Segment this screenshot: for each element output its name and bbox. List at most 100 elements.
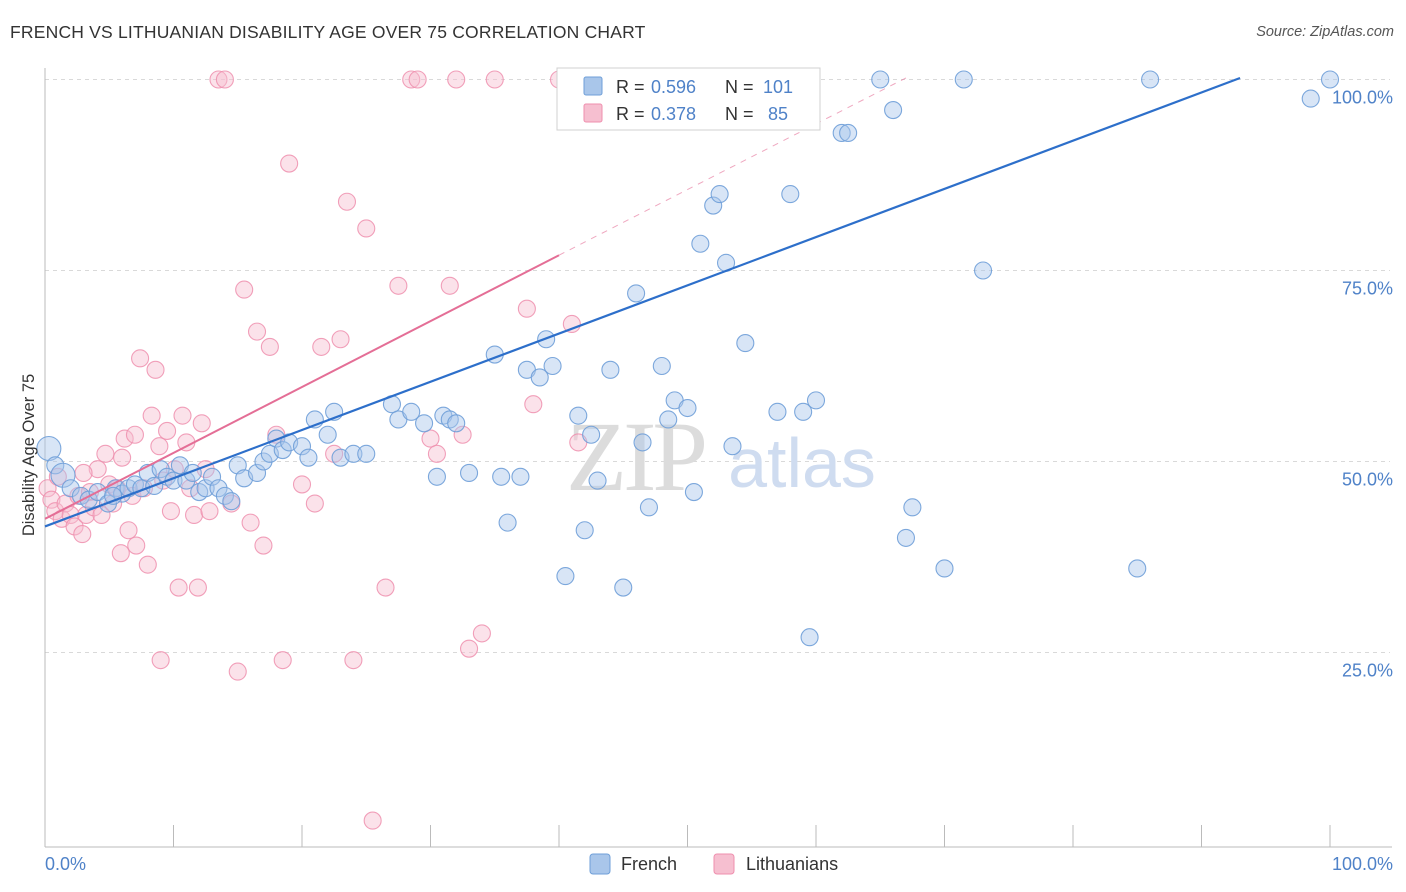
lithuanian-point — [151, 651, 170, 670]
french-points — [36, 70, 1340, 647]
lithuanian-point — [215, 70, 234, 89]
lithuanian-points — [38, 70, 588, 830]
lithuanian-point — [421, 429, 440, 448]
french-point — [781, 185, 800, 204]
french-point — [652, 356, 671, 376]
french-point — [806, 391, 826, 410]
french-point — [704, 196, 723, 215]
legend-swatch-lithuanian — [583, 103, 603, 123]
trend-lines — [44, 76, 1241, 528]
lithuanian-point — [38, 479, 57, 498]
french-point — [1320, 70, 1340, 89]
french-point — [203, 467, 222, 486]
french-point — [768, 402, 787, 421]
french-point — [723, 437, 742, 456]
lithuanian-point — [517, 299, 536, 318]
lithuanian-point — [260, 337, 279, 356]
lithuanian-point — [485, 70, 504, 89]
french-point — [498, 513, 517, 532]
legend-swatch-french — [583, 76, 603, 96]
lithuanian-point — [185, 505, 204, 525]
legend-bottom-label-french: French — [621, 854, 677, 874]
french-point — [736, 334, 755, 353]
lithuanian-point — [115, 429, 134, 448]
french-point — [492, 467, 511, 486]
french-point — [61, 479, 80, 498]
y-tick-label-1: 50.0% — [1342, 470, 1393, 490]
french-point — [639, 498, 659, 517]
lithuanian-point — [192, 414, 211, 433]
legend-bottom: French Lithuanians — [589, 853, 838, 875]
legend-n-label-lithuanian: N = — [725, 104, 754, 124]
french-point — [273, 440, 292, 460]
french-point — [447, 414, 466, 433]
watermark-atlas: atlas — [728, 424, 876, 502]
french-point — [1128, 559, 1147, 578]
lithuanian-point — [169, 578, 188, 597]
legend-r-label-lithuanian: R = — [616, 104, 645, 124]
legend-r-value-french: 0.596 — [651, 77, 696, 97]
lithuanian-point — [92, 505, 111, 525]
lithuanian-point — [459, 639, 479, 658]
french-point — [832, 123, 851, 143]
lithuanian-point — [228, 662, 247, 681]
lithuanian-point — [173, 406, 192, 425]
french-point — [177, 471, 196, 490]
french-point — [50, 462, 76, 488]
lithuanian-point — [113, 448, 132, 467]
french-point — [627, 284, 646, 303]
french-point — [678, 398, 697, 418]
lithuanian-point — [119, 521, 138, 540]
y-axis-label: Disability Age Over 75 — [20, 374, 38, 536]
french-point — [556, 567, 575, 586]
lithuanian-point — [363, 811, 382, 830]
y-tick-label-0: 25.0% — [1342, 661, 1393, 681]
french-point — [633, 433, 652, 452]
legend-r-value-lithuanian: 0.378 — [651, 104, 696, 124]
chart-title: FRENCH VS LITHUANIAN DISABILITY AGE OVER… — [10, 22, 646, 42]
french-point — [588, 471, 607, 490]
y-tick-label-2: 75.0% — [1342, 279, 1393, 299]
legend-bottom-swatch-lithuanian — [713, 853, 735, 875]
lithuanian-point — [131, 349, 150, 368]
french-point — [209, 479, 228, 498]
lithuanian-point — [376, 578, 395, 597]
y-tick-label-3: 100.0% — [1332, 88, 1393, 108]
lithuanian-point — [146, 360, 165, 379]
french-point — [459, 463, 479, 483]
french-point — [614, 578, 633, 597]
lithuanian-point — [188, 578, 207, 597]
french-point — [691, 234, 710, 253]
lithuanian-point — [127, 536, 146, 555]
lithuanian-point — [472, 624, 491, 643]
lithuanian-point — [331, 330, 350, 349]
lithuanian-point — [74, 463, 93, 483]
lithuanian-point — [305, 494, 324, 513]
legend-n-label-french: N = — [725, 77, 754, 97]
french-point — [839, 123, 858, 143]
lithuanian-point — [142, 406, 161, 425]
lithuanian-point — [48, 467, 67, 486]
legend-bottom-swatch-french — [589, 853, 611, 875]
french-point — [318, 425, 337, 444]
lithuanian-point — [524, 395, 543, 414]
french-point — [427, 467, 446, 486]
lithuanian-point — [402, 70, 421, 89]
french-point — [582, 425, 601, 444]
lithuanian-point — [447, 70, 466, 89]
french-point — [575, 521, 594, 540]
lithuanian-point — [96, 444, 115, 463]
lithuanian-point — [42, 490, 61, 509]
french-point — [299, 448, 318, 467]
lithuanian-point — [389, 276, 408, 295]
lithuanian-trend-extension — [558, 77, 907, 256]
lithuanian-point — [209, 70, 228, 89]
watermark-zip: ZIP — [566, 401, 704, 512]
french-point — [402, 402, 421, 421]
french-point — [659, 410, 678, 429]
lithuanian-point — [440, 276, 459, 295]
lithuanian-point — [344, 651, 363, 670]
french-point — [344, 444, 363, 463]
french-point — [601, 360, 620, 379]
axis-layer: 25.0% 50.0% 75.0% 100.0% 0.0% 100.0% — [44, 68, 1393, 874]
